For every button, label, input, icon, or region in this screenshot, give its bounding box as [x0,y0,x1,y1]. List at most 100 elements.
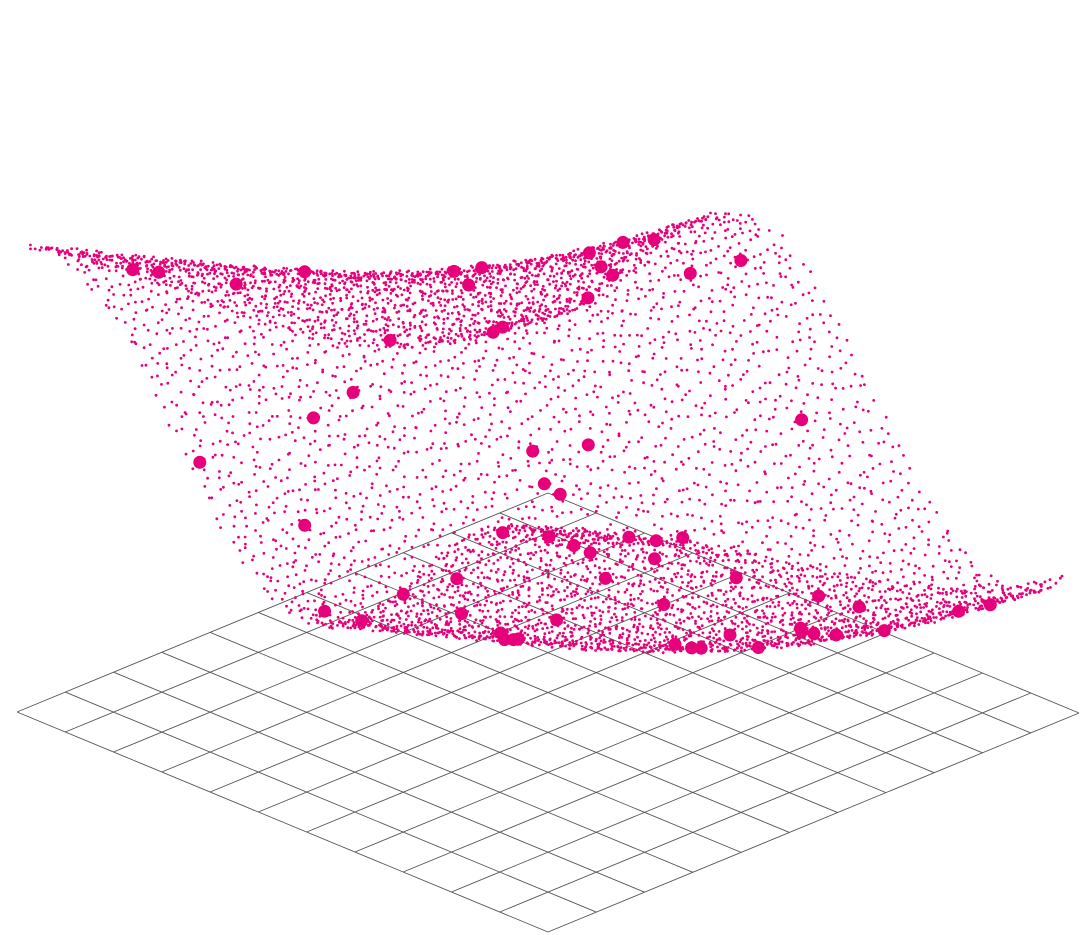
point [526,319,530,322]
point [625,637,629,640]
point [444,409,447,413]
point [312,297,316,300]
point [432,504,436,508]
point [226,443,230,446]
point [608,639,612,643]
point [408,333,411,336]
point [417,336,420,340]
point [836,541,840,544]
point [311,613,315,617]
ground-grid [16,492,1080,933]
point [917,566,921,570]
point [362,274,366,278]
point [368,515,372,519]
point [499,294,503,298]
point [493,480,496,484]
point [496,281,500,285]
point [427,579,431,583]
point [533,610,537,614]
point [309,303,313,307]
point [533,634,537,638]
point [552,274,556,278]
point [767,585,770,589]
point [564,264,568,267]
point [600,536,603,539]
point [565,594,569,598]
point [491,636,494,639]
point [608,370,611,374]
point [859,384,862,387]
point [537,265,541,268]
point [244,516,247,520]
point [485,635,489,638]
point [460,583,464,587]
point [308,329,312,333]
point [443,285,447,289]
point [749,330,752,333]
point [550,625,554,629]
point [320,303,324,307]
point [453,341,457,345]
point [301,592,305,596]
point [674,575,678,579]
point [601,293,605,297]
point [451,584,454,588]
point [672,274,676,277]
point [535,331,539,335]
point [332,314,336,318]
point [430,569,434,573]
point [483,274,486,278]
point [459,386,462,390]
point [801,293,805,297]
point [443,442,446,445]
point [184,452,188,456]
point [508,317,512,321]
point [759,266,763,270]
point [363,360,367,363]
point [443,308,446,312]
point [598,244,602,248]
point [506,276,509,280]
point [365,427,369,431]
point [504,299,508,303]
point [488,391,491,395]
point [345,345,349,348]
point [839,583,843,587]
point [218,262,222,266]
point [537,310,541,313]
point [608,411,611,415]
point [613,289,617,293]
point [561,499,565,503]
point [628,412,632,416]
point [579,637,583,641]
point [273,302,277,305]
point [765,490,769,494]
point [779,462,783,465]
point [765,281,768,285]
point [608,631,612,635]
point [632,542,636,546]
point [432,606,436,610]
point [451,596,455,599]
point [513,273,516,276]
point [380,272,383,276]
point [705,273,708,277]
point [573,308,577,311]
point [848,498,852,502]
point [81,255,85,258]
point [801,526,805,530]
point [349,626,353,630]
point [292,586,296,589]
point [927,543,930,547]
point [334,535,338,539]
point [528,485,531,488]
point [257,322,261,326]
point [664,436,667,440]
point [300,616,304,620]
point [392,628,396,631]
point [546,314,550,317]
point [197,292,201,295]
point [339,621,343,624]
point [700,226,704,230]
point [711,594,714,597]
